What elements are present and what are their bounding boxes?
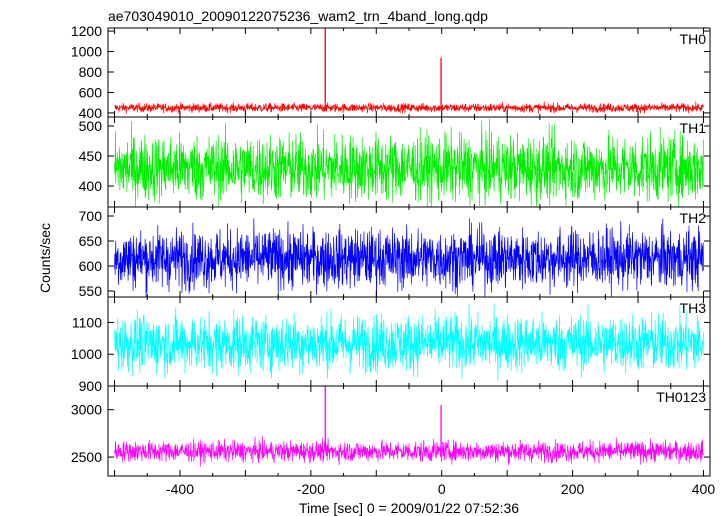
- y-axis-label: Counts/sec: [37, 223, 53, 293]
- panel-th2: 550 600 650 700 TH2: [79, 206, 711, 299]
- panel-frame: [107, 116, 711, 208]
- panel-frame: [107, 385, 711, 477]
- y-tick-label: 3000: [71, 402, 102, 418]
- x-tick-label: 400: [692, 481, 716, 497]
- figure-title: ae703049010_20090122075236_wam2_trn_4ban…: [108, 8, 488, 24]
- series-line-th1: [114, 118, 704, 208]
- panel-label: TH0123: [656, 389, 706, 405]
- y-tick-label: 400: [79, 178, 103, 194]
- series-line-th0: [114, 101, 704, 114]
- panel-label: TH3: [680, 300, 707, 316]
- y-tick-label: 550: [79, 283, 103, 299]
- y-tick-label: 1100: [72, 314, 102, 330]
- series-line-th0123: [114, 436, 704, 467]
- y-tick-label: 500: [79, 118, 103, 134]
- y-tick-label: 1000: [71, 44, 102, 60]
- series-line-th3: [114, 303, 704, 382]
- y-tick-label: 600: [79, 258, 103, 274]
- x-tick-label: 0: [438, 481, 446, 497]
- x-tick-label: -200: [297, 481, 325, 497]
- panel-label: TH1: [680, 120, 707, 136]
- panel-label: TH2: [680, 210, 707, 226]
- y-tick-label: 650: [79, 233, 103, 249]
- panel-th0: 400 600 800 1000 1200 TH0: [71, 23, 711, 121]
- x-axis-label: Time [sec] 0 = 2009/01/22 07:52:36: [299, 500, 519, 516]
- y-tick-label: 900: [79, 378, 103, 394]
- y-tick-label: 700: [79, 208, 103, 224]
- y-tick-label: 600: [79, 84, 103, 100]
- y-tick-label: 800: [79, 64, 103, 80]
- y-tick-label: 1200: [71, 23, 102, 39]
- y-tick-label: 450: [79, 148, 103, 164]
- panels-group: 400 600 800 1000 1200 TH0 400 450 500 TH1 550 600 65…: [71, 23, 716, 497]
- x-tick-label: 200: [561, 481, 585, 497]
- y-tick-label: 400: [79, 105, 103, 121]
- x-tick-label: -400: [166, 481, 194, 497]
- series-line-th2: [114, 218, 704, 298]
- y-tick-label: 1000: [71, 346, 102, 362]
- panel-th3: 900 1000 1100 TH3: [71, 296, 711, 394]
- panel-label: TH0: [680, 31, 707, 47]
- panel-th0123: 2500 3000 TH0123: [71, 385, 711, 477]
- panel-th1: 400 450 500 TH1: [79, 116, 711, 208]
- y-tick-label: 2500: [71, 449, 102, 465]
